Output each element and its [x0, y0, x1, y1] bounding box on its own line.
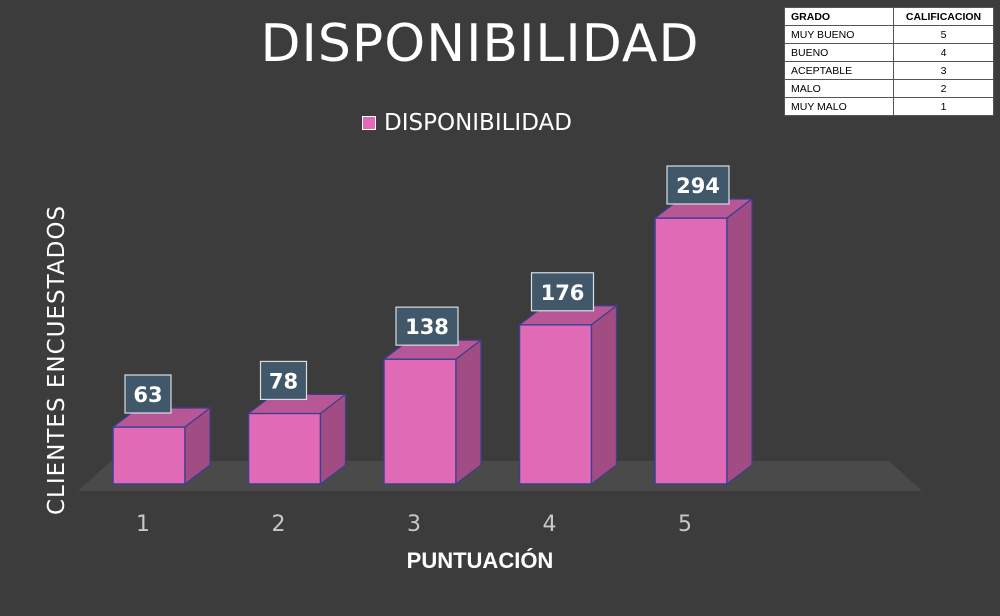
bar-side — [590, 304, 618, 486]
data-label: 176 — [541, 281, 585, 305]
table-cell-score: 1 — [893, 97, 994, 116]
bar-front — [654, 217, 728, 485]
table-row: MALO 2 — [784, 79, 994, 98]
legend-swatch — [362, 116, 376, 130]
bar-side — [319, 393, 347, 486]
data-label-box — [530, 272, 595, 312]
bar-front — [112, 426, 186, 485]
data-label-box — [259, 360, 308, 401]
data-label: 78 — [269, 369, 298, 393]
x-tick-label: 1 — [136, 512, 150, 537]
x-tick-label: 5 — [678, 512, 692, 537]
data-label: 294 — [676, 174, 720, 198]
table-cell-grade: MALO — [784, 79, 894, 98]
bar-side — [184, 406, 211, 486]
data-label-box — [124, 374, 172, 414]
table-row: MUY BUENO 5 — [784, 25, 994, 44]
table-cell-grade: MUY BUENO — [784, 25, 894, 44]
table-header-grado: GRADO — [784, 7, 894, 26]
table-header-row: GRADO CALIFICACION — [784, 7, 994, 26]
data-label-box — [666, 165, 730, 205]
table-cell-score: 5 — [893, 25, 994, 44]
bar-front — [518, 324, 593, 485]
x-tick-label: 2 — [272, 512, 286, 537]
legend: DISPONIBILIDAD — [362, 110, 572, 136]
bar-3: 138 — [382, 306, 483, 486]
data-label: 63 — [133, 383, 162, 407]
legend-label: DISPONIBILIDAD — [384, 110, 572, 136]
data-label: 138 — [405, 315, 449, 339]
x-tick-labels: 1 2 3 4 5 — [136, 512, 692, 537]
table-cell-score: 4 — [893, 43, 994, 62]
bars-group: 63 78 138 176 294 — [111, 165, 754, 486]
x-tick-label: 3 — [407, 512, 421, 537]
chart-title: DISPONIBILIDAD — [260, 14, 700, 74]
table-cell-score: 2 — [893, 79, 994, 98]
bar-4: 176 — [517, 272, 619, 486]
bar-side — [455, 338, 482, 486]
grade-legend-table: GRADO CALIFICACION MUY BUENO 5 BUENO 4 A… — [784, 7, 994, 116]
bar-side — [726, 197, 753, 486]
table-row: ACEPTABLE 3 — [784, 61, 994, 80]
bar-5: 294 — [653, 165, 754, 486]
bar-front — [383, 358, 457, 485]
table-header-calificacion: CALIFICACION — [893, 7, 994, 26]
bar-front — [247, 412, 322, 485]
bar-1: 63 — [111, 374, 212, 486]
table-cell-grade: MUY MALO — [784, 97, 894, 116]
data-label-box — [395, 306, 459, 346]
table-cell-grade: ACEPTABLE — [784, 61, 894, 80]
table-row: MUY MALO 1 — [784, 97, 994, 116]
bar-2: 78 — [246, 360, 348, 486]
table-cell-score: 3 — [893, 61, 994, 80]
x-tick-label: 4 — [543, 512, 557, 537]
table-cell-grade: BUENO — [784, 43, 894, 62]
y-axis-label: CLIENTES ENCUESTADOS — [44, 204, 70, 516]
x-axis-label: PUNTUACIÓN — [406, 548, 554, 573]
table-row: BUENO 4 — [784, 43, 994, 62]
